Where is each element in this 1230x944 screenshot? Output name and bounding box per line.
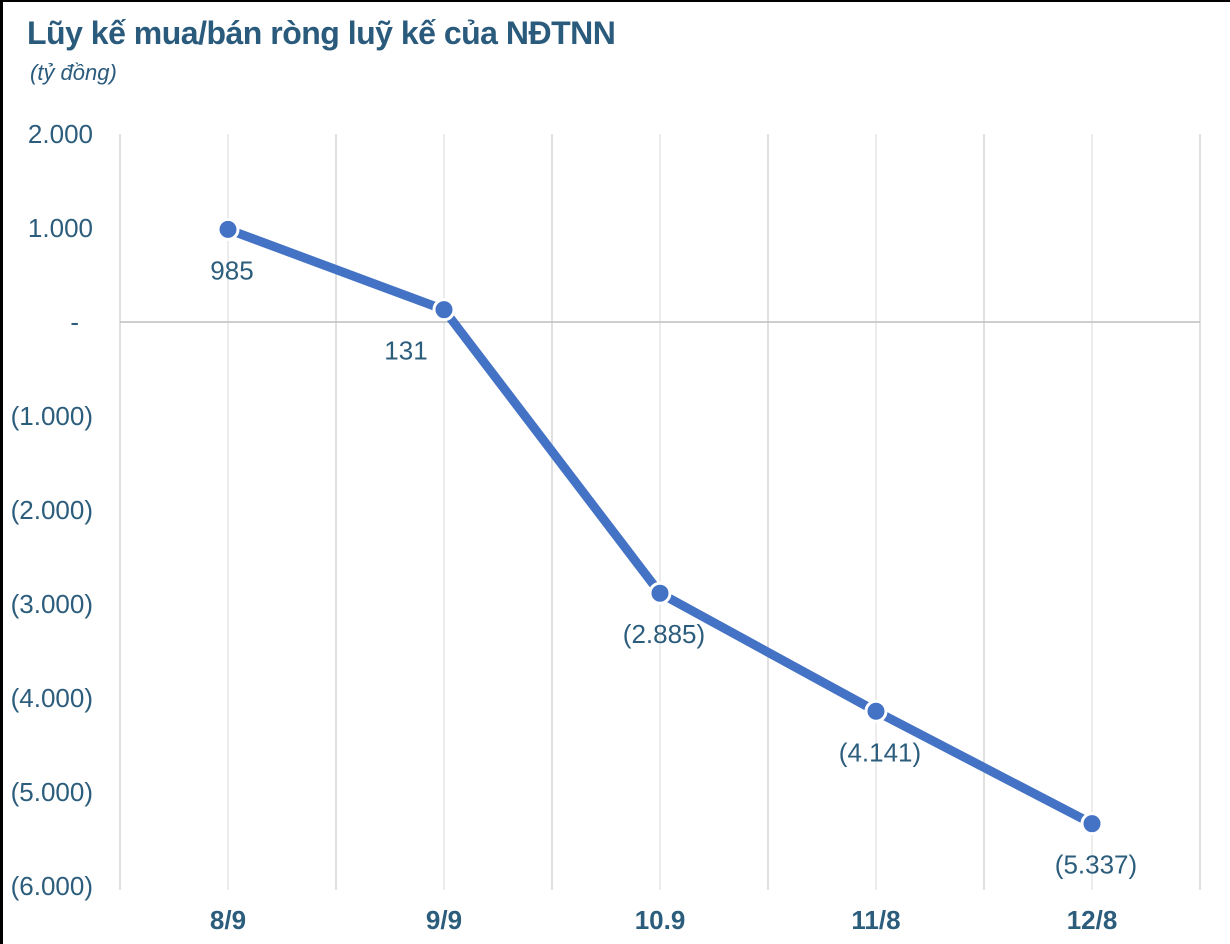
y-tick-label: (3.000) (11, 589, 93, 619)
data-point-label: 131 (384, 336, 427, 366)
chart-title: Lũy kế mua/bán ròng luỹ kế của NĐTNN (27, 15, 616, 51)
x-tick-label: 11/8 (851, 905, 900, 935)
line-chart-canvas: 2.000 1.000 - (1.000) (2.000) (3.000) (4.000) (… (11, 119, 1201, 935)
x-tick-label: 9/9 (426, 905, 462, 935)
y-tick-label: (5.000) (11, 777, 93, 807)
data-point-label: (4.141) (839, 737, 921, 767)
x-tick-label: 8/9 (210, 905, 246, 935)
data-point-label: (5.337) (1055, 850, 1137, 880)
data-point-label: (2.885) (623, 619, 705, 649)
x-tick-label: 12/8 (1067, 905, 1118, 935)
y-tick-label: 2.000 (28, 119, 93, 149)
y-tick-label: - (70, 307, 79, 337)
y-tick-label: (4.000) (11, 683, 93, 713)
y-tick-label: 1.000 (28, 213, 93, 243)
data-point-marker (216, 217, 240, 241)
y-tick-label: (6.000) (11, 871, 93, 901)
x-tick-label: 10.9 (635, 905, 686, 935)
data-point-marker (432, 298, 456, 322)
data-point-marker (648, 581, 672, 605)
chart-unit-label: (tỷ đồng) (30, 60, 117, 85)
y-tick-label: (1.000) (11, 401, 93, 431)
y-tick-label: (2.000) (11, 495, 93, 525)
data-point-marker (1080, 812, 1104, 836)
data-point-marker (864, 699, 888, 723)
data-point-label: 985 (210, 255, 253, 285)
